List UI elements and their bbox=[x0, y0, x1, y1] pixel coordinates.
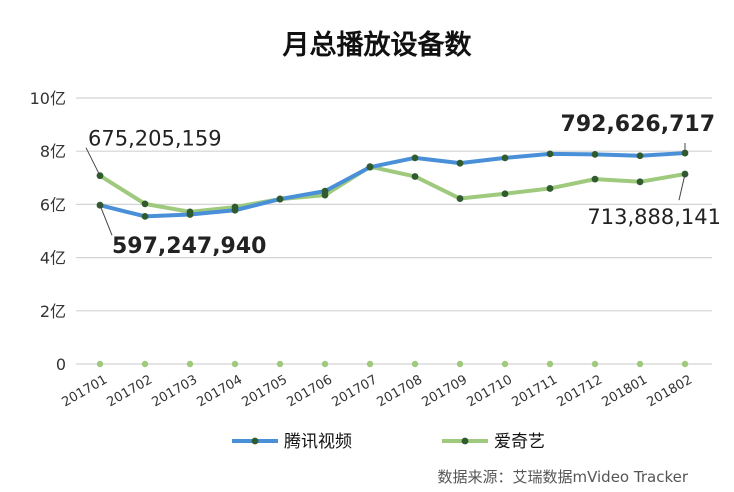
data-point bbox=[411, 154, 419, 162]
annotation-leader bbox=[85, 147, 101, 176]
data-point bbox=[546, 185, 554, 192]
x-tick-label: 201705 bbox=[240, 372, 290, 410]
annotation-leader bbox=[678, 173, 686, 201]
x-tick-label: 201709 bbox=[420, 372, 470, 410]
chart-title: 月总播放设备数 bbox=[282, 29, 473, 61]
zero-point bbox=[141, 360, 149, 368]
data-point bbox=[636, 178, 644, 186]
y-tick-label: 10亿 bbox=[30, 89, 66, 108]
x-tick-label: 201704 bbox=[195, 372, 245, 410]
data-point bbox=[411, 173, 419, 180]
data-point bbox=[456, 159, 464, 167]
x-tick-label: 201701 bbox=[60, 372, 110, 410]
data-point bbox=[321, 187, 329, 195]
zero-point bbox=[96, 360, 104, 368]
annotation-label: 713,888,141 bbox=[587, 205, 721, 229]
data-point bbox=[366, 163, 374, 171]
y-tick-label: 4亿 bbox=[40, 249, 66, 268]
x-tick-label: 201708 bbox=[375, 372, 425, 410]
x-tick-label: 201801 bbox=[600, 372, 650, 410]
annotation-leader bbox=[99, 205, 113, 236]
data-point bbox=[141, 200, 149, 208]
source-note: 数据来源：艾瑞数据mVideo Tracker bbox=[437, 468, 688, 486]
series-line bbox=[98, 164, 687, 214]
annotations: 675,205,159 597,247,940 792,626,717 713,888… bbox=[85, 112, 721, 259]
grid bbox=[76, 97, 712, 365]
x-tick-label: 201710 bbox=[465, 372, 515, 410]
legend-marker bbox=[461, 437, 469, 445]
legend-label: 腾讯视频 bbox=[284, 432, 352, 452]
annotation-label: 597,247,940 bbox=[112, 234, 266, 259]
x-tick-label: 201706 bbox=[285, 372, 335, 410]
data-point bbox=[231, 206, 239, 214]
data-point bbox=[681, 149, 689, 157]
annotation-label: 675,205,159 bbox=[88, 127, 222, 151]
x-tick-label: 201802 bbox=[645, 372, 695, 410]
data-point bbox=[456, 195, 464, 202]
data-point bbox=[276, 195, 284, 203]
data-point bbox=[591, 150, 599, 158]
zero-point bbox=[456, 360, 464, 368]
y-tick-label: 0 bbox=[56, 355, 66, 374]
annotation-label: 792,626,717 bbox=[561, 112, 715, 137]
zero-point bbox=[321, 360, 329, 368]
y-axis: 0 2亿 4亿 6亿 8亿 10亿 bbox=[30, 89, 66, 374]
x-tick-label: 201711 bbox=[510, 372, 560, 410]
x-tick-label: 201702 bbox=[105, 372, 155, 410]
zero-point bbox=[231, 360, 239, 368]
data-point bbox=[546, 150, 554, 158]
series-lines bbox=[98, 151, 687, 219]
y-tick-label: 6亿 bbox=[40, 195, 66, 214]
zero-markers bbox=[96, 360, 689, 368]
y-tick-label: 2亿 bbox=[40, 302, 66, 321]
x-axis: 2017012017022017032017042017052017062017… bbox=[60, 372, 695, 410]
series-line bbox=[98, 151, 687, 219]
legend-label: 爱奇艺 bbox=[494, 432, 545, 452]
zero-point bbox=[681, 360, 689, 368]
zero-point bbox=[636, 360, 644, 368]
zero-point bbox=[186, 360, 194, 368]
zero-point bbox=[501, 360, 509, 368]
data-point bbox=[186, 211, 194, 218]
data-point bbox=[141, 212, 149, 220]
data-point bbox=[501, 154, 509, 162]
zero-point bbox=[366, 360, 374, 368]
data-point bbox=[636, 152, 644, 160]
legend-marker bbox=[251, 437, 259, 445]
data-point bbox=[501, 190, 509, 198]
y-tick-label: 8亿 bbox=[40, 142, 66, 161]
zero-point bbox=[591, 360, 599, 368]
legend: 腾讯视频 爱奇艺 bbox=[232, 432, 545, 452]
zero-point bbox=[546, 360, 554, 368]
series-markers bbox=[96, 149, 689, 220]
zero-point bbox=[276, 360, 284, 368]
zero-point bbox=[411, 360, 419, 368]
x-tick-label: 201712 bbox=[555, 372, 605, 410]
x-tick-label: 201707 bbox=[330, 372, 380, 410]
x-tick-label: 201703 bbox=[150, 372, 200, 410]
data-point bbox=[591, 175, 599, 183]
